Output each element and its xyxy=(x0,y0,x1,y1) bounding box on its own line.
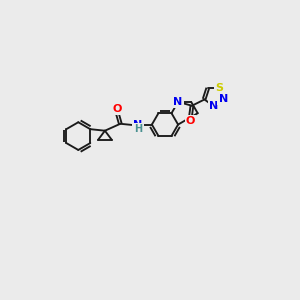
Text: N: N xyxy=(134,119,143,130)
Text: S: S xyxy=(215,83,223,93)
Text: N: N xyxy=(173,97,183,107)
Text: O: O xyxy=(112,104,122,114)
Text: H: H xyxy=(134,124,142,134)
Text: N: N xyxy=(209,101,218,111)
Text: O: O xyxy=(186,116,195,126)
Text: N: N xyxy=(219,94,228,104)
